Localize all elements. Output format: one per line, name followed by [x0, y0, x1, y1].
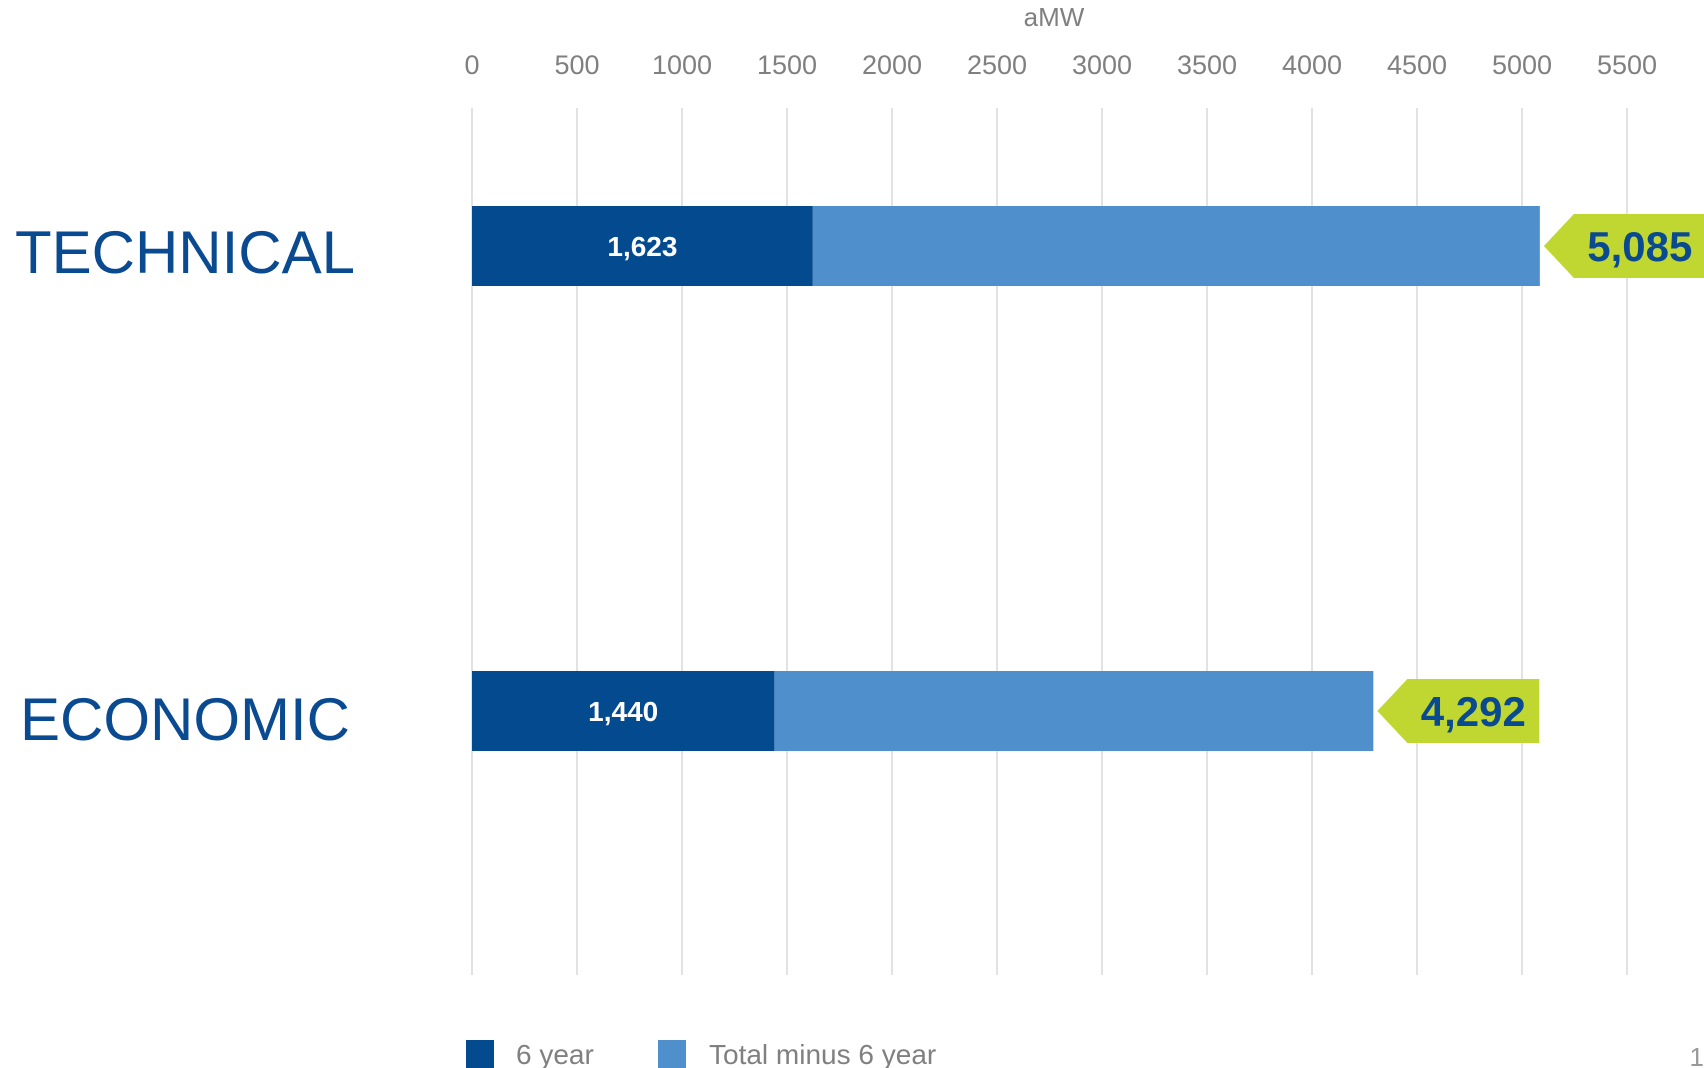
bar-data-label: 1,440	[588, 696, 658, 727]
total-label: 4,292	[1421, 688, 1526, 735]
x-tick-label: 4500	[1387, 50, 1447, 80]
legend-label: Total minus 6 year	[709, 1039, 936, 1068]
x-tick-label: 3500	[1177, 50, 1237, 80]
bars: 1,623 1,440	[472, 206, 1540, 751]
x-axis-title: aMW	[1024, 2, 1085, 32]
category-label: TECHNICAL	[15, 219, 355, 286]
page-number: 1	[1690, 1042, 1704, 1068]
total-callout	[1543, 214, 1704, 278]
x-tick-label: 1000	[652, 50, 712, 80]
total-callouts: 5,085 4,292	[1377, 214, 1704, 743]
x-tick-label: 2500	[967, 50, 1027, 80]
legend-swatch	[466, 1040, 494, 1068]
x-tick-label: 500	[554, 50, 599, 80]
total-label: 5,085	[1587, 223, 1692, 270]
total-callout	[1377, 679, 1540, 743]
category-labels: TECHNICAL ECONOMIC	[15, 219, 355, 753]
bar-total-minus-6-year	[774, 671, 1374, 751]
legend: 6 year Total minus 6 year	[466, 1039, 936, 1068]
x-tick-label: 4000	[1282, 50, 1342, 80]
x-tick-label: 0	[464, 50, 479, 80]
bar-6-year	[472, 206, 813, 286]
legend-swatch	[658, 1040, 686, 1068]
x-tick-label: 2000	[862, 50, 922, 80]
legend-label: 6 year	[516, 1039, 594, 1068]
x-axis-ticks: 0 500 1000 1500 2000 2500 3000 3500 4000 4500 5000…	[464, 50, 1657, 80]
bar-6-year	[472, 671, 775, 751]
bar-data-label: 1,623	[607, 231, 677, 262]
x-tick-label: 5500	[1597, 50, 1657, 80]
x-tick-label: 3000	[1072, 50, 1132, 80]
bar-total-minus-6-year	[812, 206, 1540, 286]
category-label: ECONOMIC	[20, 686, 350, 753]
x-tick-label: 1500	[757, 50, 817, 80]
x-tick-label: 5000	[1492, 50, 1552, 80]
